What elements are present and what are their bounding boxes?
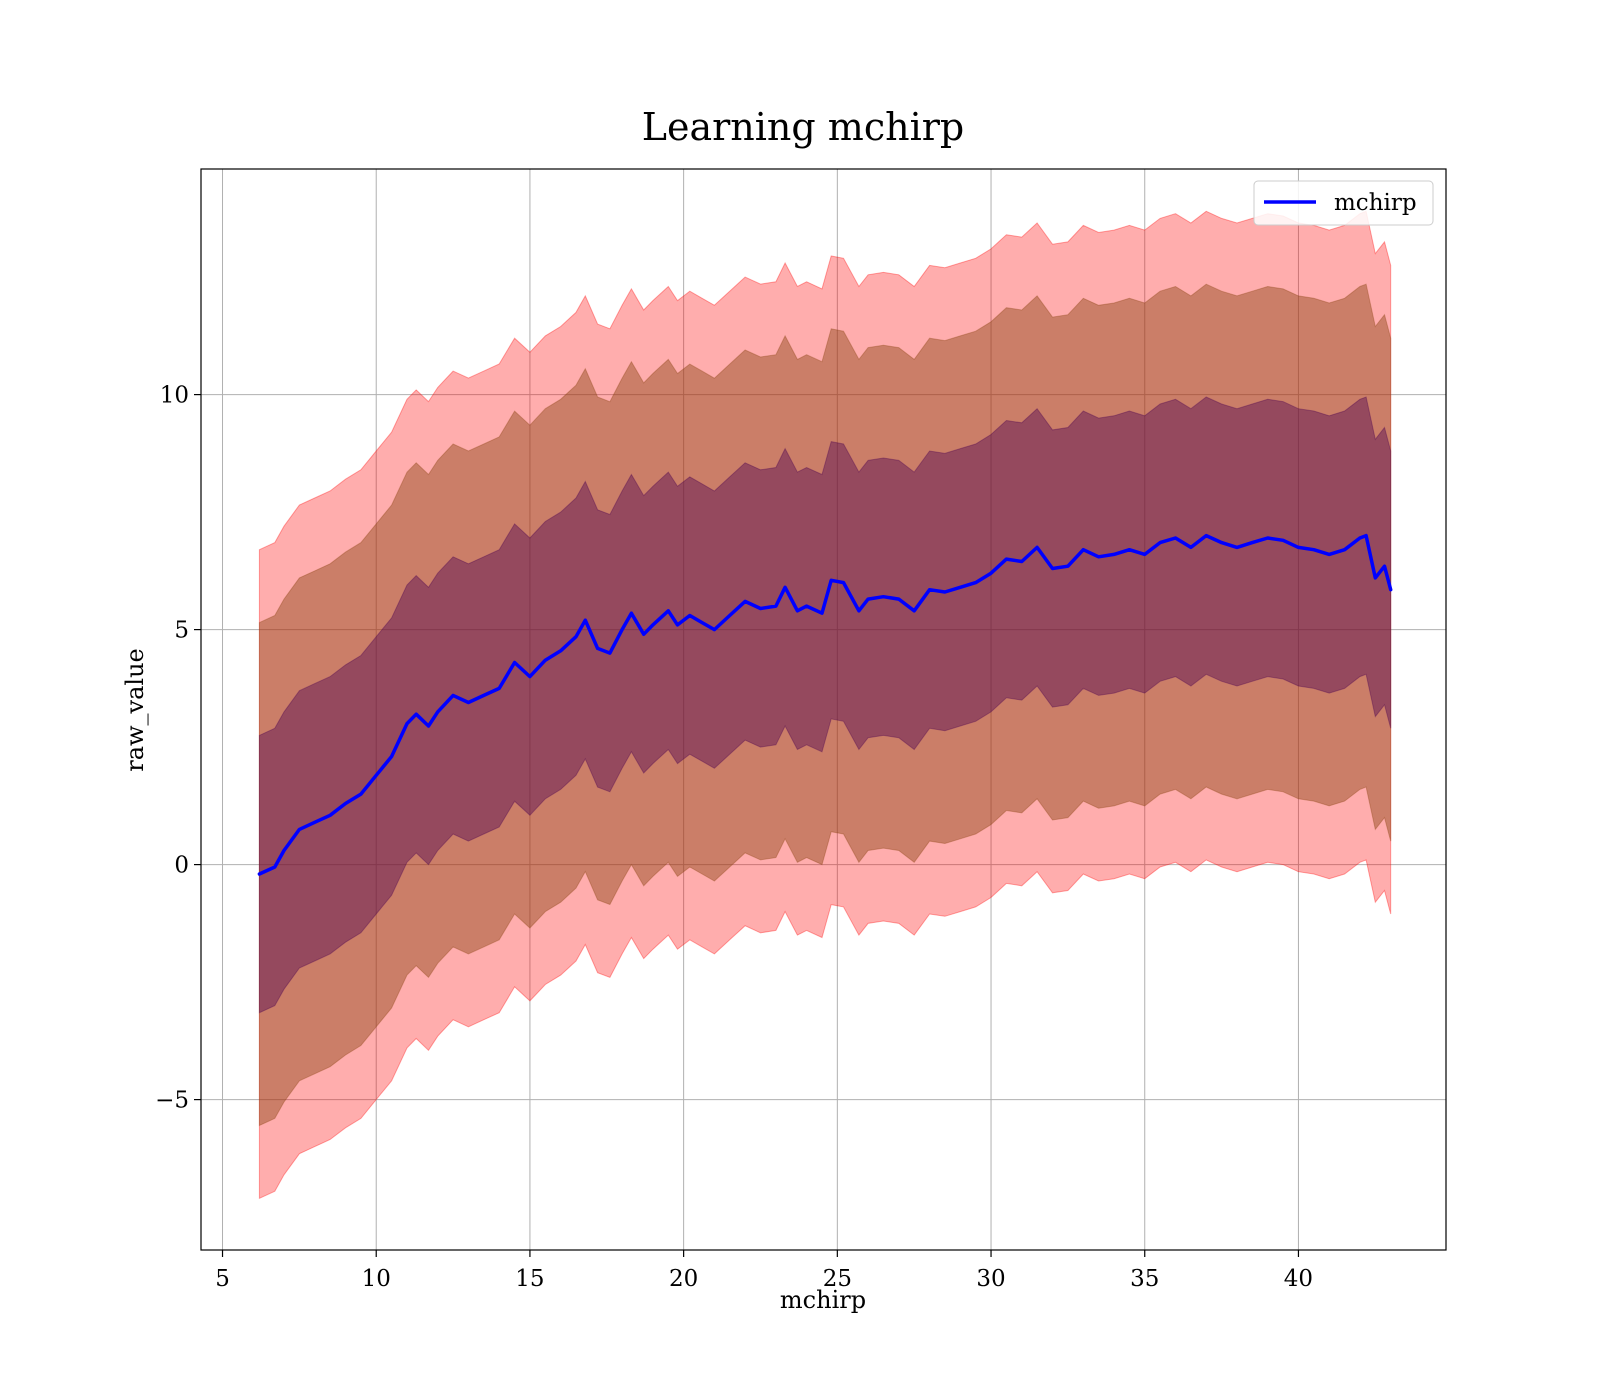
chart-title: Learning mchirp — [642, 105, 964, 149]
x-tick-label: 5 — [215, 1266, 230, 1292]
y-tick-label: −5 — [155, 1088, 189, 1114]
grid — [201, 169, 1446, 1250]
confidence-band-1-sigma — [258, 396, 1392, 1014]
confidence-bands — [258, 210, 1392, 1200]
y-tick-label: 0 — [174, 853, 189, 879]
y-axis-label: raw_value — [121, 648, 149, 772]
plot-frame — [200, 168, 1447, 1251]
x-tick-label: 20 — [669, 1266, 698, 1292]
x-tick-label: 15 — [515, 1266, 544, 1292]
x-tick-label: 10 — [362, 1266, 391, 1292]
axis-ticks: 5 10 15 20 25 30 35 40 −5 0 5 10 — [155, 383, 1313, 1292]
x-tick-label: 35 — [1130, 1266, 1159, 1292]
series-lines — [257, 533, 1393, 876]
y-tick-label: 10 — [160, 383, 189, 409]
x-tick-label: 30 — [976, 1266, 1005, 1292]
x-tick-label: 40 — [1284, 1266, 1313, 1292]
series-line-mchirp — [257, 533, 1393, 876]
confidence-band-2-sigma — [258, 283, 1392, 1127]
x-tick-label: 25 — [823, 1266, 852, 1292]
x-axis-label: mchirp — [780, 1286, 866, 1314]
legend: mchirp — [1253, 180, 1434, 226]
confidence-band-3-sigma — [258, 210, 1392, 1200]
legend-label-mchirp: mchirp — [1334, 190, 1417, 216]
y-tick-label: 5 — [174, 618, 189, 644]
legend-box — [1253, 180, 1434, 226]
